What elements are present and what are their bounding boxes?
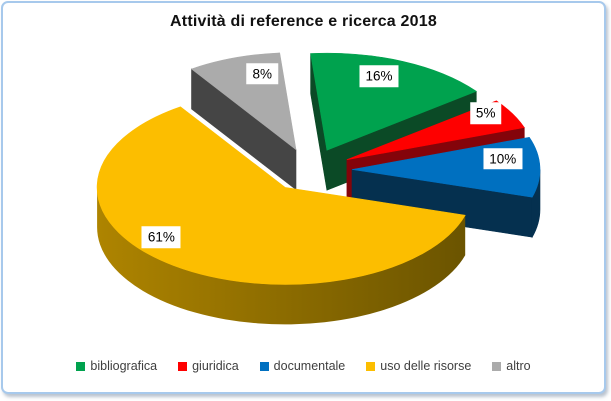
legend-swatch-icon <box>259 361 269 371</box>
legend-label: documentale <box>273 359 346 373</box>
legend-label: giuridica <box>192 359 239 373</box>
legend-label: altro <box>506 359 531 373</box>
legend-swatch-icon <box>366 361 376 371</box>
legend-label: bibliografica <box>90 359 158 373</box>
pie-slice-uso-delle-risorse-wall <box>97 187 466 325</box>
pie-slice-uso-delle-risorse[interactable] <box>96 106 466 285</box>
chart-legend: bibliografica giuridica documentale uso del… <box>3 359 604 373</box>
legend-swatch-icon <box>178 361 188 371</box>
legend-item-uso-delle-risorse[interactable]: uso delle risorse <box>366 359 471 373</box>
legend-item-giuridica[interactable]: giuridica <box>178 359 239 373</box>
chart-window: Attività di reference e ricerca 2018 16%… <box>1 1 606 394</box>
legend-label: uso delle risorse <box>380 359 472 373</box>
chart-title: Attività di reference e ricerca 2018 <box>170 13 437 30</box>
legend-item-altro[interactable]: altro <box>492 359 531 373</box>
legend-swatch-icon <box>492 361 502 371</box>
pie-slice-bibliografica[interactable] <box>310 52 477 151</box>
legend-item-bibliografica[interactable]: bibliografica <box>76 359 157 373</box>
pie-3d-chart <box>96 52 541 325</box>
legend-swatch-icon <box>76 361 86 371</box>
legend-item-documentale[interactable]: documentale <box>259 359 346 373</box>
